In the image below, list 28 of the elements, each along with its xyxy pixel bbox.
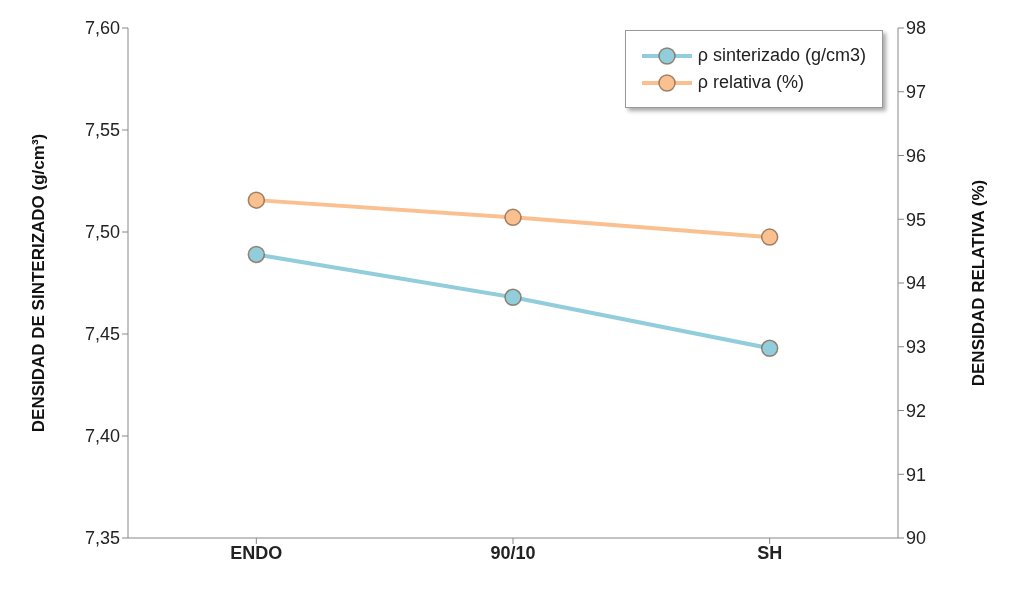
y2-tick-label: 98 — [906, 18, 927, 39]
y2-tick-label: 93 — [906, 337, 927, 358]
point — [247, 245, 266, 264]
x-tick-label: 90/10 — [490, 542, 536, 563]
y2-tick-label: 91 — [906, 464, 927, 485]
point — [504, 208, 522, 227]
y2-tick-label: 92 — [906, 400, 927, 421]
y-tick-label: 7,40 — [84, 426, 120, 447]
y2-tick-label: 97 — [906, 82, 927, 103]
y2-tick-label: 90 — [906, 528, 927, 549]
y-tick-label: 7,35 — [84, 528, 120, 549]
y-tick-label: 7,55 — [84, 120, 120, 141]
y2-tick-label: 94 — [906, 273, 927, 294]
x-tick-label: SH — [757, 542, 783, 563]
y-tick-label: 7,60 — [84, 18, 120, 39]
point — [247, 191, 266, 209]
y2-tick-label: 95 — [906, 209, 927, 230]
legend-label: ρ relativa (%) — [697, 72, 804, 93]
legend-label: ρ sinterizado (g/cm3) — [697, 45, 866, 66]
point — [760, 228, 779, 246]
y-axis-title: DENSIDAD DE SINTERIZADO (g/cm³) — [29, 133, 49, 433]
y2-axis-title: DENSIDAD RELATIVA (%) — [969, 179, 989, 387]
point — [760, 339, 779, 358]
point — [504, 288, 522, 307]
y2-tick-label: 96 — [906, 145, 927, 166]
y-tick-label: 7,45 — [84, 324, 120, 345]
x-tick-label: ENDO — [230, 542, 283, 563]
y-tick-label: 7,50 — [84, 222, 120, 243]
